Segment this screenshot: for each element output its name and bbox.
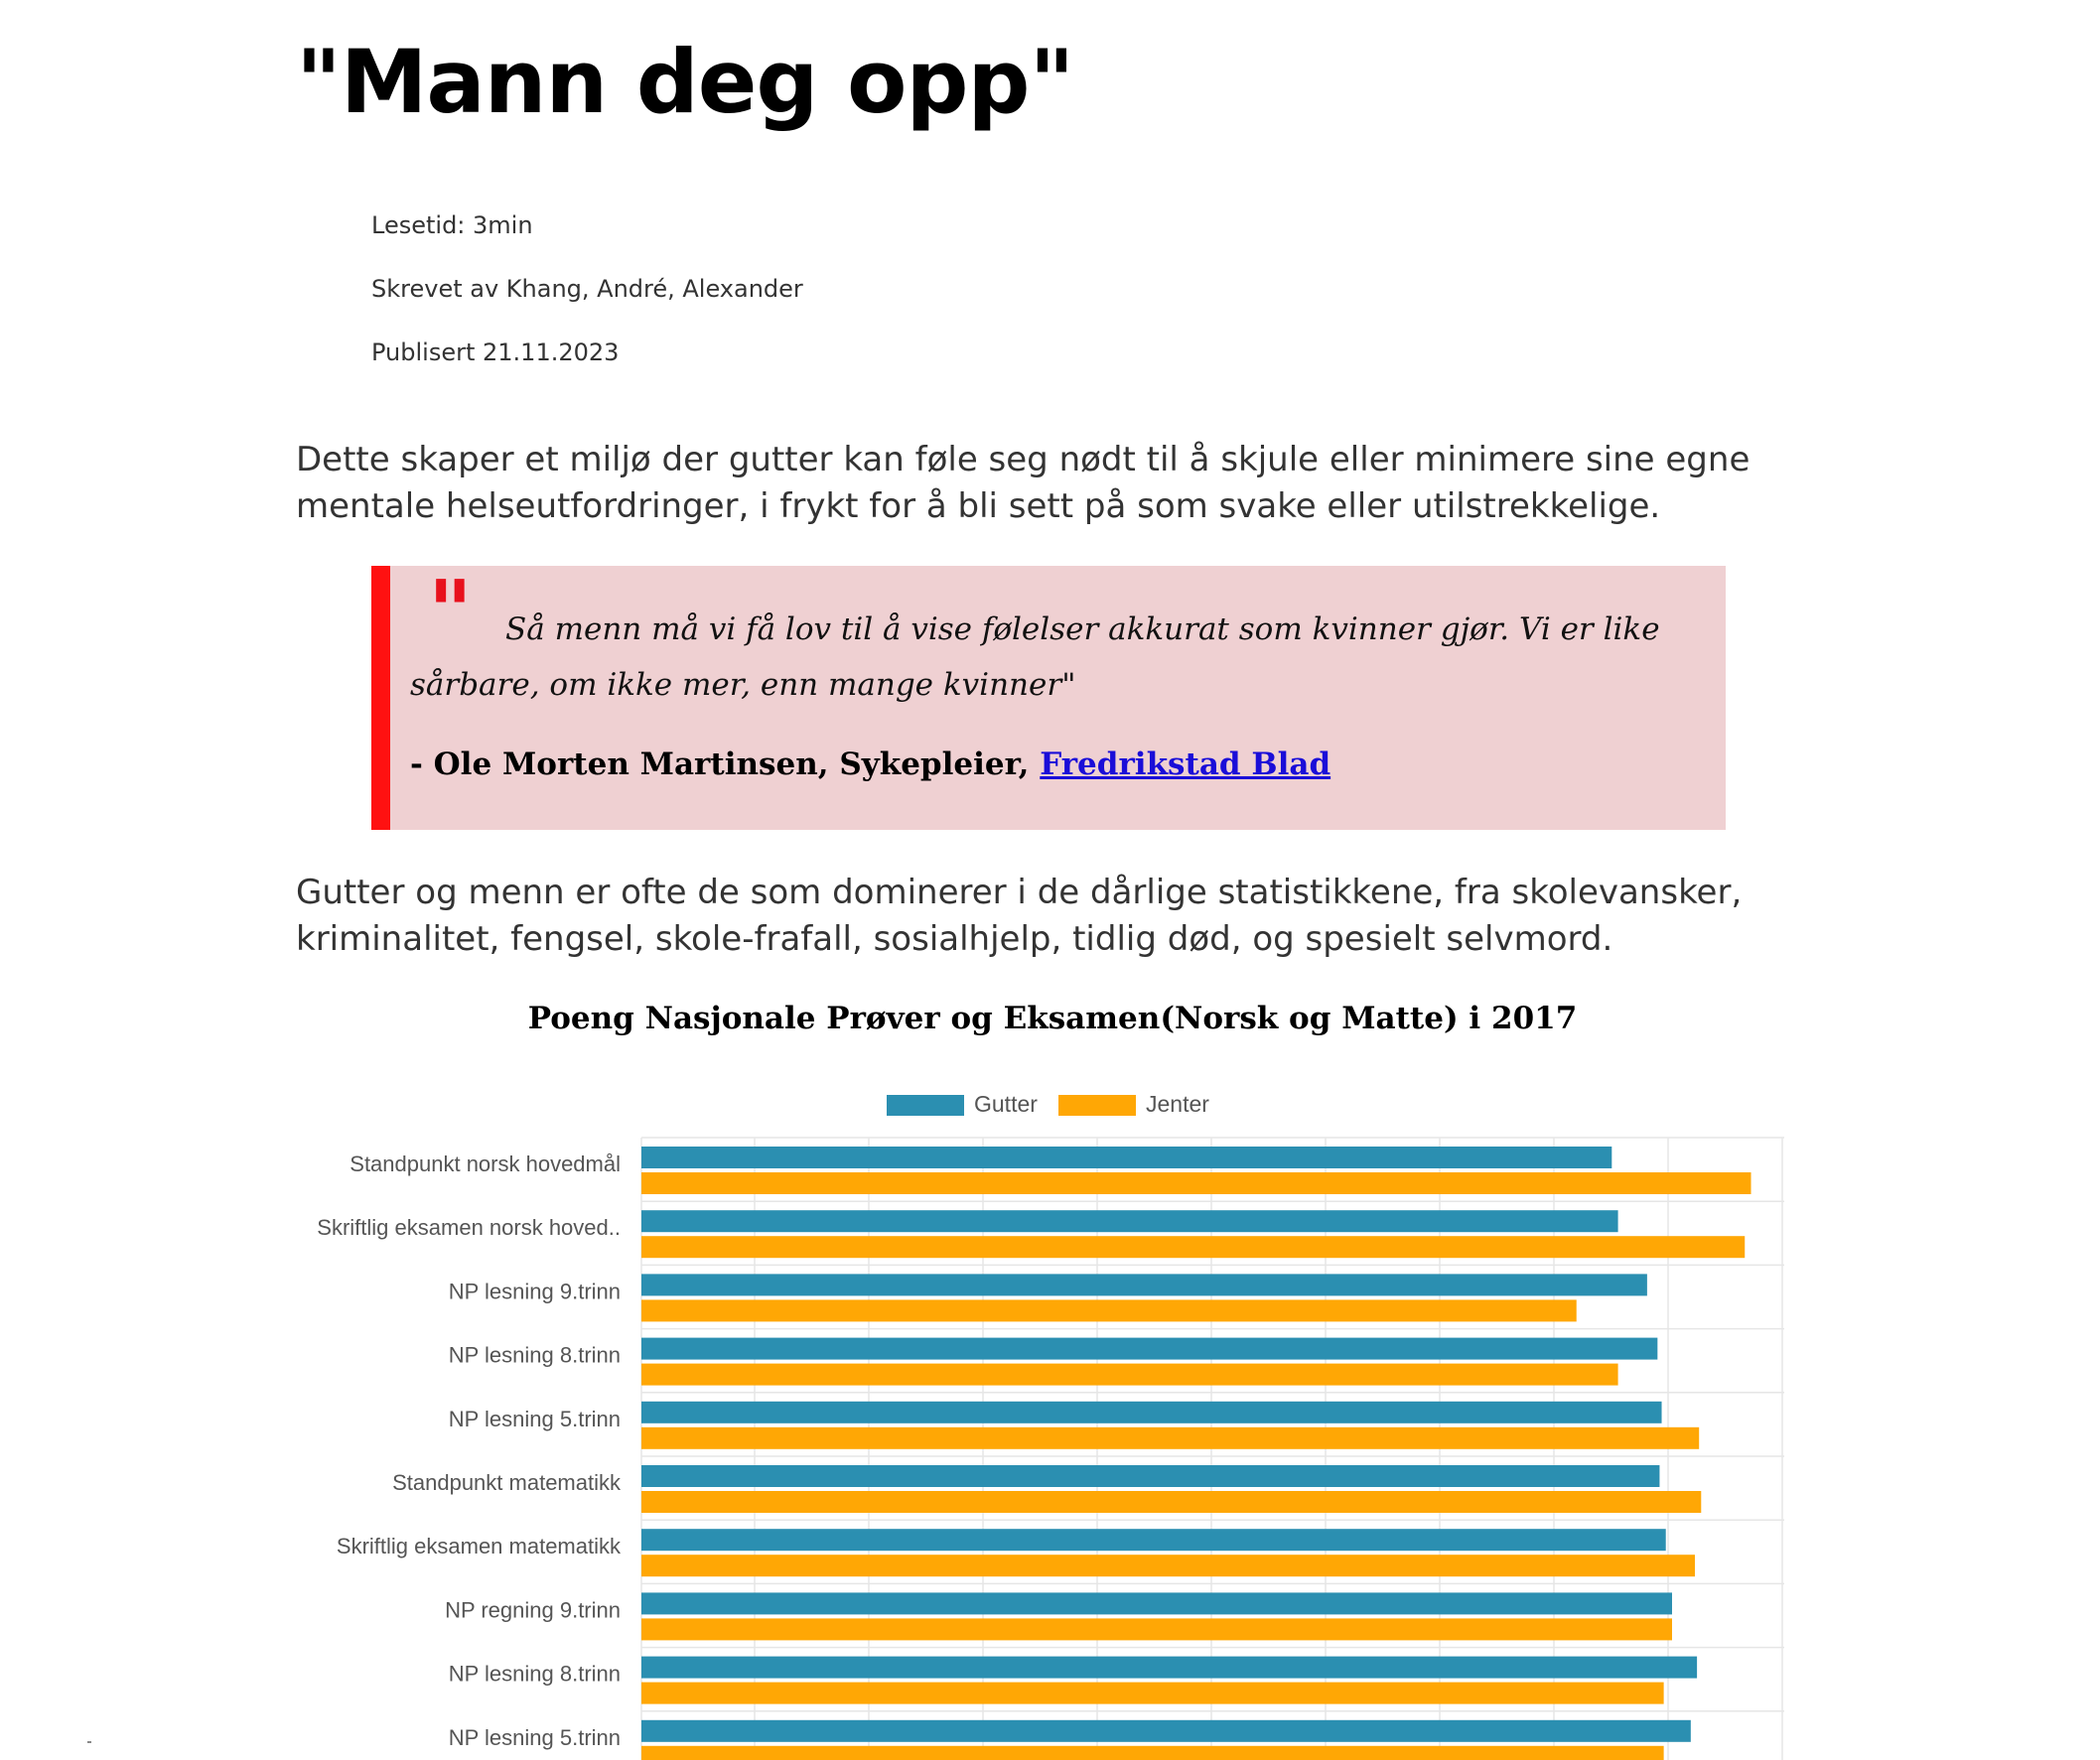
chart-row: NP lesning 5.trinn <box>449 1719 1691 1760</box>
bar-jenter[interactable] <box>641 1299 1577 1322</box>
source-link[interactable]: Fredrikstad Blad <box>1040 746 1331 782</box>
category-label: NP lesning 8.trinn <box>449 1343 621 1368</box>
bar-chart: Standpunkt norsk hovedmål Skriftlig eksam… <box>317 1137 1784 1760</box>
article-paragraph-2: Gutter og menn er ofte de som dominerer … <box>296 873 1743 959</box>
publish-date: Publisert 21.11.2023 <box>371 338 620 366</box>
chart-row: NP lesning 8.trinn <box>449 1656 1698 1704</box>
chart-row: Standpunkt norsk hovedmål <box>350 1147 1751 1194</box>
chart-row: NP regning 9.trinn <box>445 1592 1672 1641</box>
bar-jenter[interactable] <box>641 1491 1702 1513</box>
quote-attribution: - Ole Morten Martinsen, Sykepleier, Fred… <box>410 745 1330 784</box>
bar-gutter[interactable] <box>641 1274 1647 1296</box>
article-paragraph-1: Dette skaper et miljø der gutter kan føl… <box>296 440 1750 526</box>
legend-label-jenter: Jenter <box>1146 1091 1209 1117</box>
bar-jenter[interactable] <box>641 1618 1672 1641</box>
legend-swatch-jenter <box>1058 1095 1136 1116</box>
bar-jenter[interactable] <box>641 1236 1746 1259</box>
chart-row: NP lesning 5.trinn <box>449 1401 1700 1449</box>
bar-jenter[interactable] <box>641 1745 1664 1760</box>
category-label: NP regning 9.trinn <box>445 1597 621 1622</box>
quote-mark-icon: " <box>428 562 473 662</box>
bar-jenter[interactable] <box>641 1555 1696 1577</box>
bar-gutter[interactable] <box>641 1210 1618 1233</box>
bar-gutter[interactable] <box>641 1401 1662 1423</box>
chart-row: NP lesning 8.trinn <box>449 1337 1658 1386</box>
category-label: NP lesning 9.trinn <box>449 1279 621 1303</box>
chart-row: NP lesning 9.trinn <box>449 1274 1647 1322</box>
bar-gutter[interactable] <box>641 1719 1691 1742</box>
category-label: NP lesning 5.trinn <box>449 1407 621 1431</box>
category-label: Standpunkt norsk hovedmål <box>350 1151 621 1176</box>
page-marker <box>87 1741 91 1743</box>
chart-row: Skriftlig eksamen norsk hoved.. <box>317 1210 1746 1259</box>
bar-jenter[interactable] <box>641 1682 1664 1704</box>
reading-time: Lesetid: 3min <box>371 211 533 239</box>
bar-jenter[interactable] <box>641 1426 1700 1449</box>
category-label: Skriftlig eksamen norsk hoved.. <box>317 1215 621 1240</box>
legend-label-gutter: Gutter <box>974 1091 1038 1117</box>
chart-row: Standpunkt matematikk <box>392 1465 1702 1513</box>
bar-gutter[interactable] <box>641 1147 1612 1168</box>
bar-gutter[interactable] <box>641 1656 1698 1679</box>
bar-gutter[interactable] <box>641 1529 1666 1552</box>
bar-gutter[interactable] <box>641 1465 1660 1487</box>
bar-jenter[interactable] <box>641 1363 1618 1386</box>
bar-gutter[interactable] <box>641 1337 1658 1360</box>
bar-jenter[interactable] <box>641 1172 1751 1194</box>
article-title: "Mann deg opp" <box>296 31 1074 133</box>
category-label: NP lesning 5.trinn <box>449 1725 621 1750</box>
author-line: Skrevet av Khang, André, Alexander <box>371 275 803 303</box>
category-label: Standpunkt matematikk <box>392 1470 622 1495</box>
quote-text: Så menn må vi få lov til å vise følelser… <box>410 611 1660 703</box>
chart-legend: Gutter Jenter <box>0 1089 2100 1119</box>
chart-title: Poeng Nasjonale Prøver og Eksamen(Norsk … <box>527 1001 1578 1036</box>
bar-gutter[interactable] <box>641 1592 1672 1615</box>
quote-attribution-text: - Ole Morten Martinsen, Sykepleier, <box>410 746 1041 782</box>
legend-swatch-gutter <box>887 1095 964 1116</box>
chart-row: Skriftlig eksamen matematikk <box>337 1529 1696 1577</box>
category-label: Skriftlig eksamen matematikk <box>337 1534 622 1558</box>
pull-quote: " Så menn må vi få lov til å vise følels… <box>371 566 1726 830</box>
category-label: NP lesning 8.trinn <box>449 1662 621 1687</box>
